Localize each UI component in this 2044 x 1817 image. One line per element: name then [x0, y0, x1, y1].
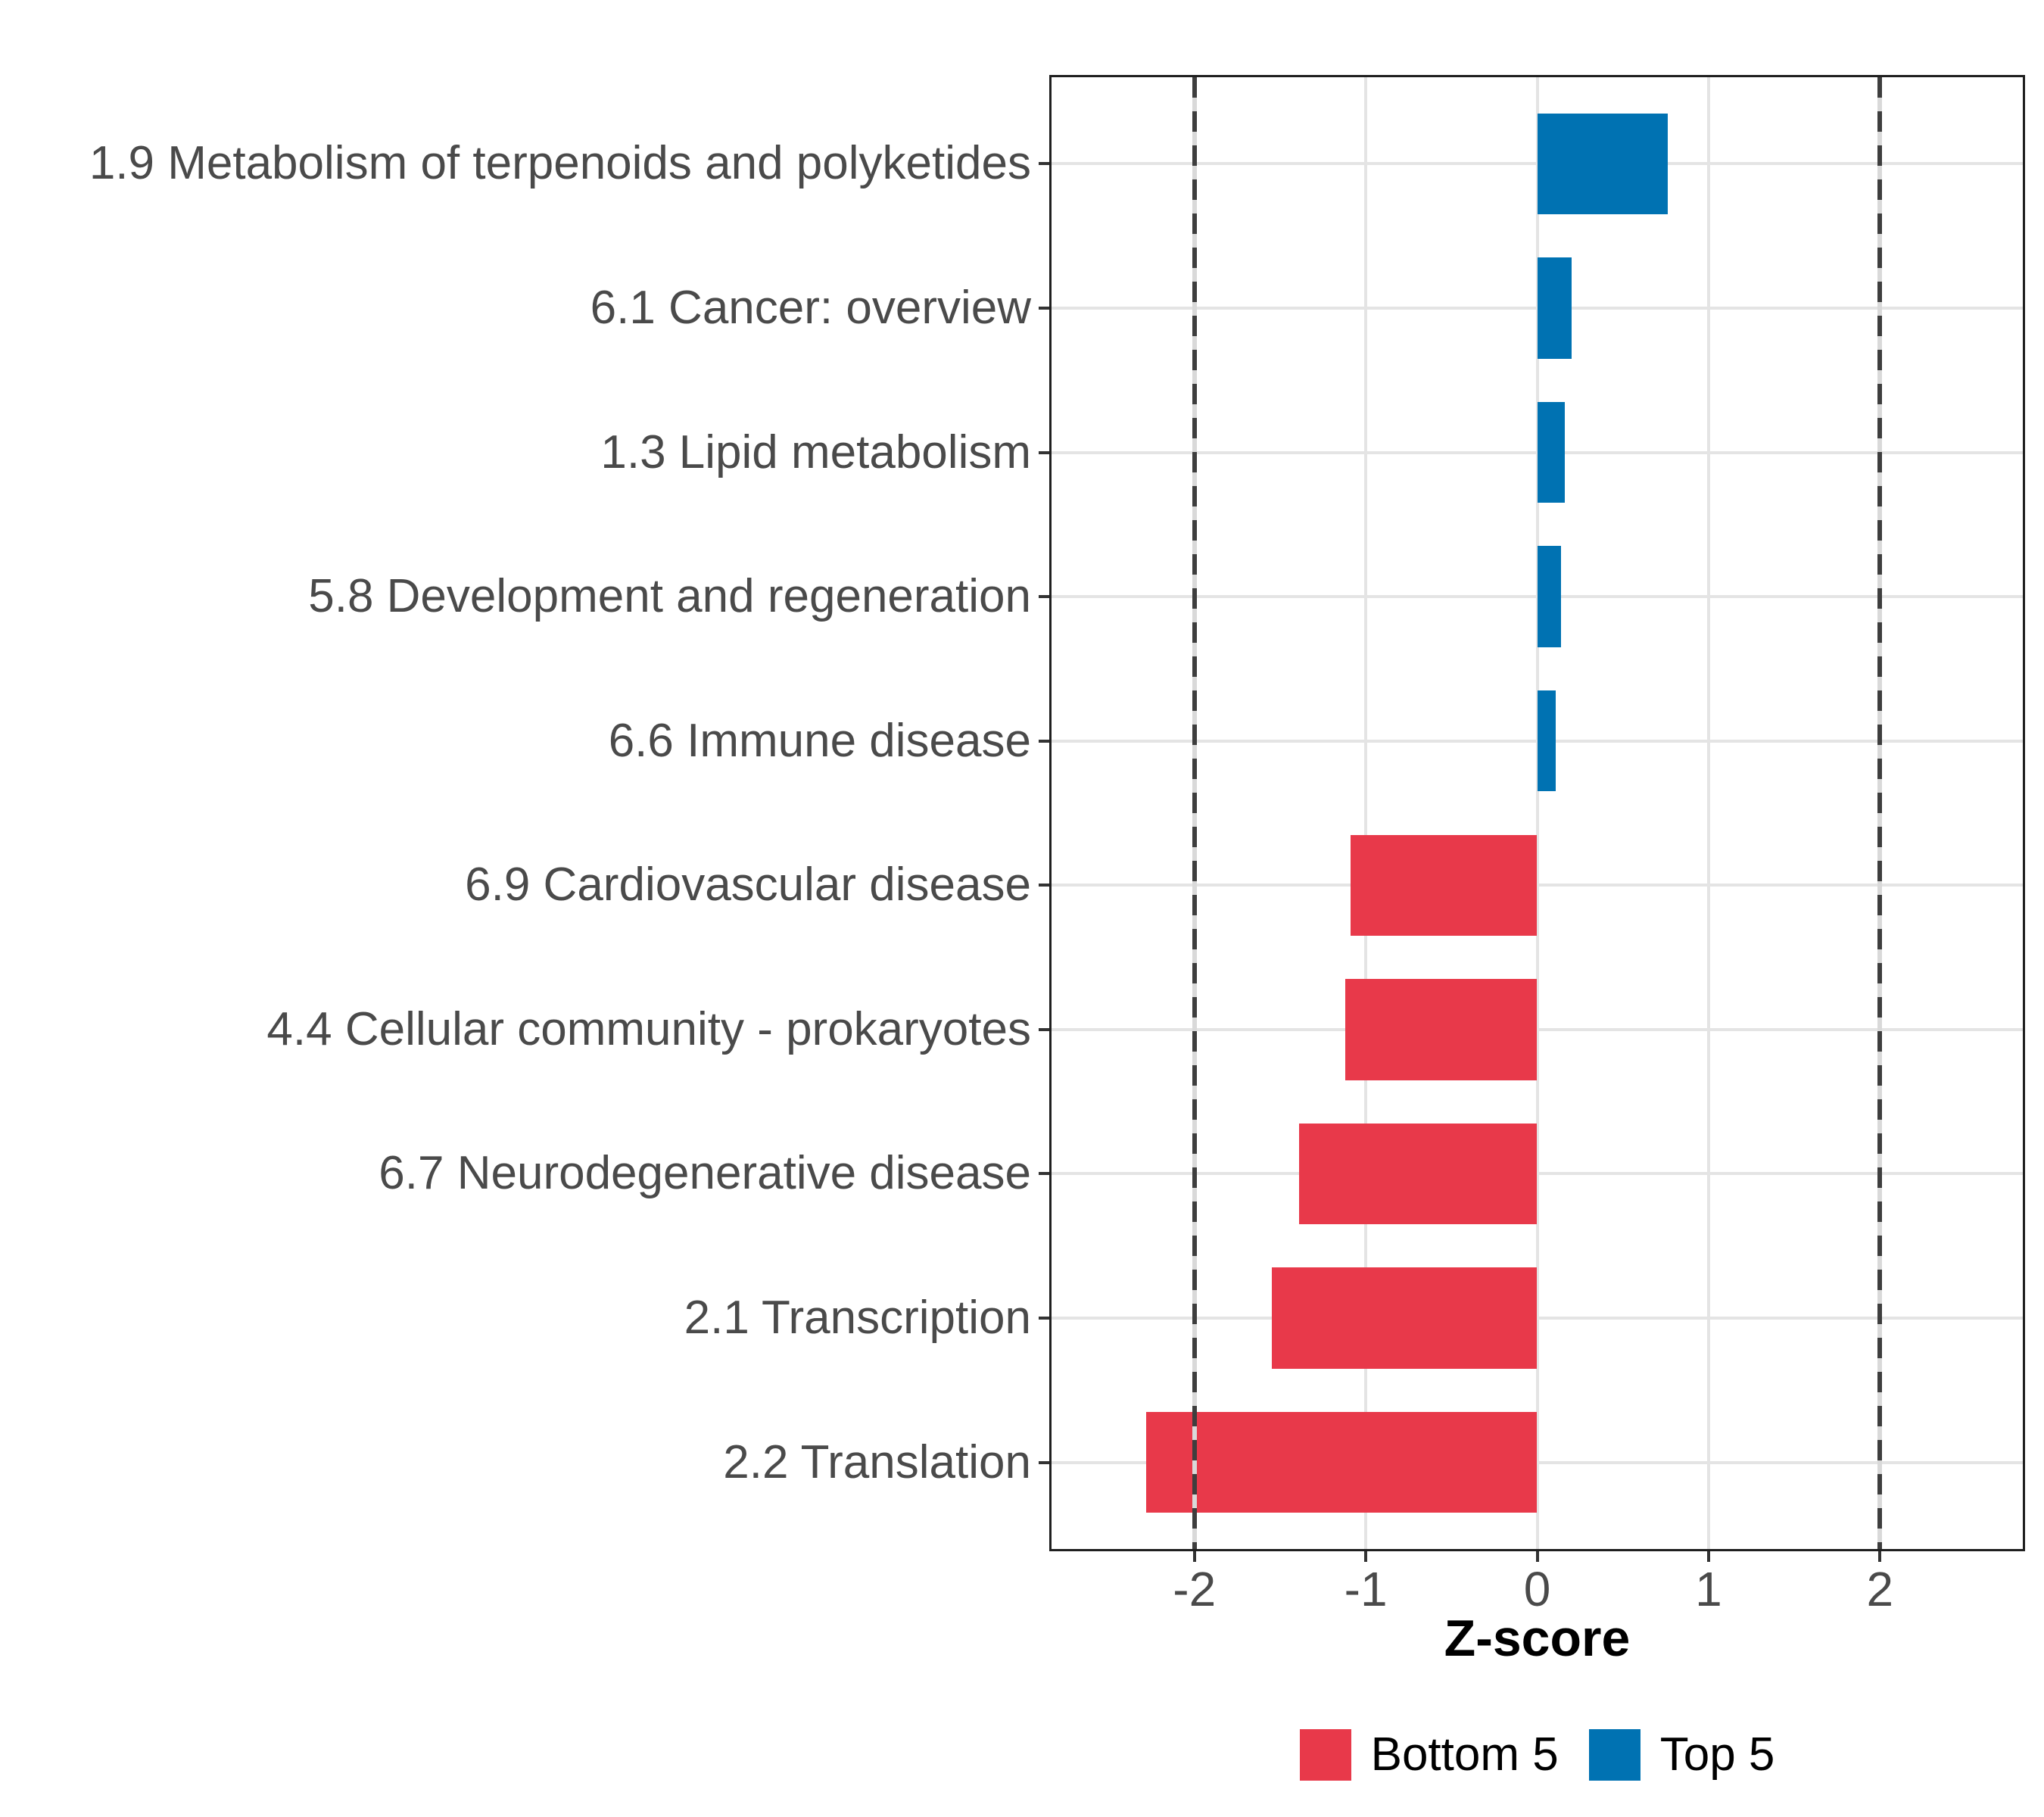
bar-row-3: [1537, 401, 1565, 503]
bar-row-8: [1298, 1123, 1538, 1225]
legend: Bottom 5 Top 5: [1049, 1729, 2025, 1781]
grid-y-line: [1052, 1027, 2023, 1031]
bar-row-5: [1537, 690, 1556, 792]
grid-x-line: [1535, 77, 1539, 1549]
y-axis-tick: [1039, 1460, 1049, 1464]
y-axis-tick: [1039, 162, 1049, 166]
category-label: 5.8 Development and regeneration: [308, 570, 1031, 623]
y-axis-tick: [1039, 450, 1049, 454]
x-axis-tick: [1192, 1551, 1196, 1562]
y-axis-tick: [1039, 1317, 1049, 1320]
x-axis-tick: [1535, 1551, 1539, 1562]
legend-item-bottom5: Bottom 5: [1299, 1728, 1559, 1781]
plot-panel: [1049, 75, 2025, 1551]
legend-label-bottom5: Bottom 5: [1370, 1728, 1559, 1781]
reference-line: [1877, 77, 1883, 1549]
category-label: 4.4 Cellular community - prokaryotes: [266, 1002, 1031, 1055]
y-axis-tick: [1039, 739, 1049, 743]
category-label: 1.9 Metabolism of terpenoids and polyket…: [89, 137, 1031, 190]
y-axis-tick: [1039, 306, 1049, 310]
grid-x-line: [1364, 77, 1368, 1549]
reference-line: [1192, 77, 1197, 1549]
y-axis-tick: [1039, 884, 1049, 887]
legend-swatch-top5: [1588, 1729, 1640, 1781]
bar-row-7: [1344, 979, 1538, 1080]
x-axis-tick: [1706, 1551, 1710, 1562]
x-tick-label: 2: [1866, 1562, 1894, 1616]
x-axis-tick: [1364, 1551, 1368, 1562]
x-tick-label: -2: [1173, 1562, 1217, 1616]
category-label: 2.1 Transcription: [684, 1291, 1031, 1344]
grid-x-line: [1706, 77, 1710, 1549]
grid-y-line: [1052, 1317, 2023, 1320]
bar-row-10: [1146, 1411, 1538, 1513]
x-axis-tick: [1878, 1551, 1882, 1562]
x-tick-label: 0: [1523, 1562, 1551, 1616]
legend-swatch-bottom5: [1299, 1729, 1351, 1781]
category-label: 6.9 Cardiovascular disease: [465, 859, 1031, 912]
y-axis-tick: [1039, 1172, 1049, 1176]
bar-row-6: [1350, 834, 1538, 936]
grid-y-line: [1052, 884, 2023, 887]
category-label: 6.1 Cancer: overview: [590, 281, 1031, 334]
category-label: 6.6 Immune disease: [608, 714, 1031, 767]
y-axis-tick: [1039, 595, 1049, 599]
legend-label-top5: Top 5: [1659, 1728, 1775, 1781]
bar-row-2: [1537, 257, 1572, 359]
bar-row-1: [1537, 113, 1668, 215]
category-label: 2.2 Translation: [723, 1435, 1031, 1488]
bar-row-9: [1271, 1267, 1538, 1369]
x-axis-title: Z-score: [1444, 1610, 1631, 1667]
grid-y-line: [1052, 1460, 2023, 1464]
legend-item-top5: Top 5: [1588, 1728, 1775, 1781]
grid-y-line: [1052, 1172, 2023, 1176]
x-tick-label: 1: [1695, 1562, 1722, 1616]
category-label: 6.7 Neurodegenerative disease: [379, 1147, 1031, 1200]
category-label: 1.3 Lipid metabolism: [600, 425, 1031, 478]
x-tick-label: -1: [1344, 1562, 1388, 1616]
bar-row-4: [1537, 546, 1562, 647]
y-axis-tick: [1039, 1027, 1049, 1031]
